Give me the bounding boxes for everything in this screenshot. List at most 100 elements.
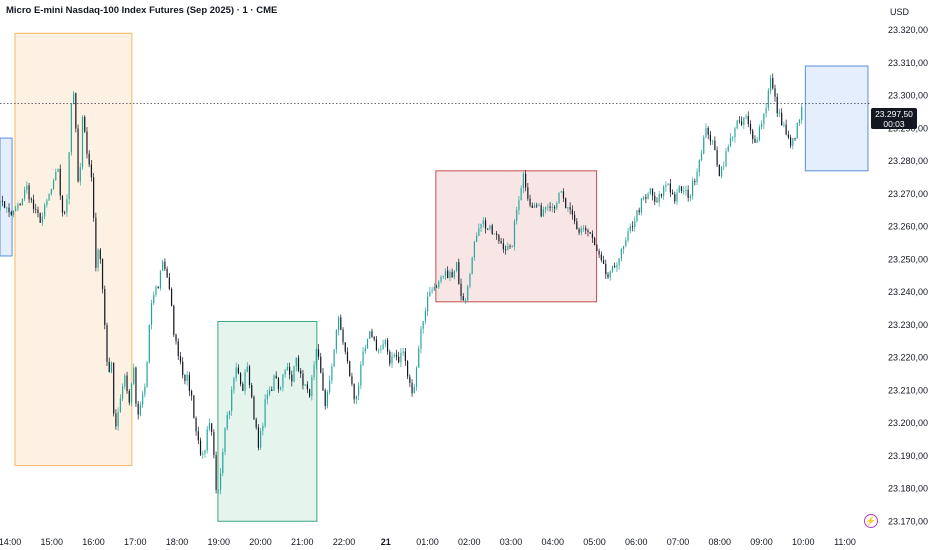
candle-body — [482, 220, 484, 225]
candle-body — [110, 362, 113, 373]
candle-body — [769, 77, 772, 91]
green-box[interactable] — [217, 320, 318, 522]
time-tick-label: 05:00 — [583, 537, 606, 547]
candle-body — [335, 330, 337, 350]
candle-body — [411, 383, 413, 394]
candle-body — [678, 186, 680, 193]
candle-body — [264, 399, 266, 426]
candle-body — [253, 396, 255, 420]
candle-body — [37, 209, 39, 214]
candle-body — [268, 389, 271, 395]
time-tick-label: 19:00 — [207, 537, 230, 547]
price-tick-label: 23.210,00 — [888, 385, 928, 395]
candle-body — [235, 367, 237, 379]
time-axis[interactable]: 14:00 15:00 16:00 17:00 18:00 19:00 20:00 21:00… — [0, 537, 856, 547]
candle-body — [208, 423, 211, 430]
candle-body — [640, 198, 642, 213]
chart-title: Micro E-mini Nasdaq-100 Index Futures (S… — [6, 5, 278, 16]
time-tick-label: 07:00 — [667, 537, 690, 547]
candle-body — [449, 272, 451, 279]
candle-body — [75, 93, 77, 129]
candle-body — [729, 137, 732, 147]
candle-body — [144, 386, 146, 395]
candle-body — [119, 398, 121, 412]
candle-body — [35, 208, 37, 210]
candle-body — [146, 361, 148, 387]
candle-body — [349, 361, 351, 377]
candle-body — [620, 249, 622, 259]
candle-body — [12, 210, 15, 215]
orange-box[interactable] — [14, 32, 133, 467]
candle-body — [121, 386, 124, 399]
candle-body — [558, 192, 560, 204]
candle-body — [157, 286, 159, 289]
candle-body — [487, 228, 489, 230]
candle-body — [242, 384, 244, 391]
candle-body — [587, 230, 589, 233]
candle-body — [763, 113, 765, 125]
time-tick-label: 16:00 — [82, 537, 105, 547]
candle-body — [329, 380, 331, 393]
candle-body — [211, 423, 213, 432]
time-tick-label: 06:00 — [625, 537, 648, 547]
candle-body — [246, 366, 248, 372]
candle-body — [170, 288, 173, 306]
candle-body — [382, 344, 384, 349]
candle-body — [393, 354, 395, 357]
candle-body — [605, 263, 607, 275]
candle-body — [173, 305, 175, 335]
candle-body — [168, 277, 170, 289]
candle-body — [277, 378, 280, 390]
candle-body — [386, 340, 389, 352]
candle-body — [418, 348, 420, 368]
candle-body — [611, 266, 614, 272]
candle-body — [317, 349, 320, 357]
candle-body — [602, 260, 605, 264]
candle-body — [431, 290, 433, 292]
candle-body — [509, 246, 511, 247]
candle-body — [28, 185, 30, 200]
candle-body — [565, 198, 567, 209]
lightning-icon[interactable]: ⚡ — [864, 514, 878, 528]
candle-body — [522, 173, 524, 189]
blue-box-right[interactable] — [804, 65, 869, 172]
candle-body — [206, 429, 208, 451]
candle-body — [366, 338, 369, 349]
candle-body — [6, 207, 8, 209]
candle-body — [375, 339, 378, 350]
candle-body — [64, 212, 66, 214]
candle-body — [649, 188, 651, 194]
candle-body — [353, 383, 355, 400]
candle-body — [651, 188, 654, 196]
annotation-boxes — [0, 32, 869, 522]
candle-body — [97, 249, 99, 268]
price-axis[interactable]: 23.320,0023.310,0023.300,0023.290,0023.2… — [888, 25, 928, 526]
price-tick-label: 23.240,00 — [888, 287, 928, 297]
candle-body — [643, 197, 645, 199]
candle-body — [589, 232, 591, 234]
candle-body — [311, 377, 313, 397]
red-box[interactable] — [435, 170, 598, 303]
candle-body — [322, 372, 324, 391]
candle-body — [783, 124, 785, 126]
candle-body — [738, 120, 740, 122]
candle-body — [551, 207, 553, 208]
candle-body — [104, 289, 106, 326]
blue-box-left[interactable] — [0, 137, 13, 257]
candle-body — [320, 356, 322, 373]
candle-body — [273, 375, 275, 391]
candle-body — [257, 427, 260, 448]
candle-body — [420, 328, 422, 349]
candle-body — [271, 389, 273, 391]
candle-body — [656, 201, 658, 203]
candle-body — [402, 351, 404, 354]
time-tick-label: 22:00 — [333, 537, 356, 547]
candle-body — [115, 413, 117, 427]
candle-body — [545, 206, 547, 210]
candle-body — [266, 394, 268, 400]
candle-body — [600, 254, 602, 261]
candle-body — [86, 131, 88, 154]
time-tick-label: 18:00 — [166, 537, 189, 547]
candle-body — [687, 189, 689, 198]
